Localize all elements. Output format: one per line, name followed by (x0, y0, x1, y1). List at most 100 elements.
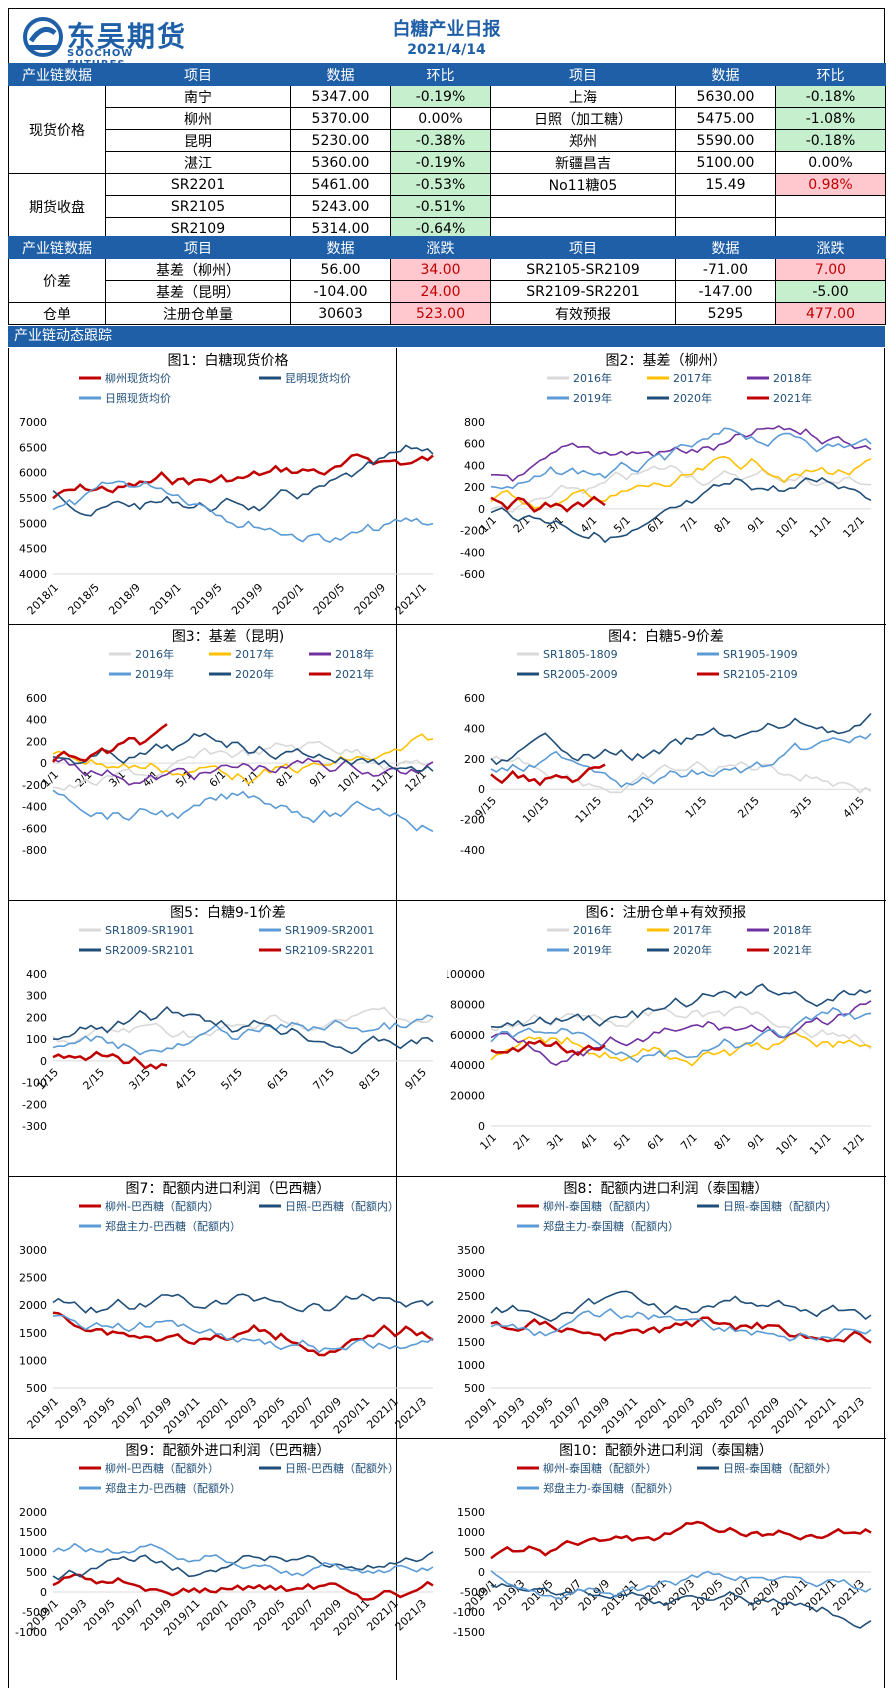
group-label: 期货收盘 (8, 173, 106, 240)
table-cell: 有效预报 (490, 302, 676, 325)
series-line (52, 740, 434, 791)
table-cell: SR2109-SR2201 (490, 280, 676, 303)
chart-canvas: 柳州-巴西糖（配额外） 日照-巴西糖（配额外） 郑盘主力-巴西糖（配额外） 2000 1… (15, 1461, 434, 1639)
x-tick-label: 1/15 (34, 1066, 61, 1093)
chart-title: 图9：配额外进口利润（巴西糖） (125, 1443, 331, 1459)
table-cell: 上海 (490, 85, 676, 108)
chart-panel: 图7：配额内进口利润（巴西糖） 柳州-巴西糖（配额内） 日照-巴西糖（配额内） 郑盘主… (9, 1176, 447, 1438)
legend-label: SR1805-1809 (543, 648, 618, 661)
x-tick-label: 3/15 (788, 794, 815, 821)
series-line (52, 723, 168, 763)
x-tick-label: 12/1 (840, 514, 867, 541)
chart-panel: 图2：基差（柳州） 2016年 2017年 2018年 2019年 2020年 2021年 8… (447, 348, 885, 624)
legend-label: 2016年 (573, 371, 612, 385)
y-tick-label: 3500 (457, 1244, 485, 1257)
y-tick-label: -1500 (453, 1626, 485, 1639)
x-tick-label: 2018/1 (25, 581, 62, 618)
price-table: 产业链数据 项目 数据 环比 项目 数据 环比 现货价格 南宁 5347.00 … (8, 63, 886, 240)
y-tick-label: 6500 (19, 441, 47, 454)
x-tick-label: 5/15 (218, 1066, 245, 1093)
x-tick-label: 2018/9 (106, 581, 143, 618)
legend-label: 日照-泰国糖（配额外） (723, 1461, 837, 1475)
legend-label: 2018年 (773, 371, 812, 385)
table-cell (775, 195, 886, 218)
legend-label: 昆明现货均价 (285, 371, 351, 385)
header-cell: 涨跌 (390, 236, 491, 259)
spread-table: 产业链数据 项目 数据 涨跌 项目 数据 涨跌 价差 基差（柳州） 56.00 … (8, 236, 886, 325)
chart-panel: 图8：配额内进口利润（泰国糖） 柳州-泰国糖（配额内） 日照-泰国糖（配额内） 郑盘主… (447, 1176, 885, 1438)
y-tick-label: 1500 (457, 1506, 485, 1519)
table-cell: 基差（昆明） (105, 280, 291, 303)
table-row: SR2105 5243.00 -0.51% (9, 195, 886, 218)
table-cell: 5230.00 (290, 129, 391, 152)
y-tick-label: 300 (26, 990, 47, 1003)
y-tick-label: 400 (464, 459, 485, 472)
legend-label: 2018年 (335, 647, 374, 661)
legend-label: 日照-巴西糖（配额内） (285, 1199, 399, 1213)
chart-canvas: 2016年 2017年 2018年 2019年 2020年 2021年 600 400 200 0… (22, 647, 434, 857)
table-row: 基差（昆明） -104.00 24.00 SR2109-SR2201 -147.… (9, 280, 886, 303)
y-tick-label: -800 (22, 844, 47, 857)
x-tick-label: 2/15 (735, 794, 762, 821)
legend-label: 2019年 (135, 667, 174, 681)
change-cell: -0.18% (775, 85, 886, 108)
series-line (52, 733, 434, 785)
table-cell: 5461.00 (290, 173, 391, 196)
y-tick-label: 1500 (19, 1327, 47, 1340)
y-tick-label: 200 (464, 481, 485, 494)
series-line (52, 1293, 434, 1314)
series-line (52, 480, 434, 544)
divider (9, 624, 886, 625)
series-line (52, 1006, 434, 1045)
change-cell: -0.19% (390, 85, 491, 108)
table-cell: 日照（加工糖） (490, 107, 676, 130)
y-tick-label: 4500 (19, 543, 47, 556)
table-cell: 5347.00 (290, 85, 391, 108)
x-tick-label: 12/1 (840, 1131, 867, 1158)
table-cell: 新疆昌吉 (490, 151, 676, 174)
change-cell: 0.00% (775, 151, 886, 174)
y-tick-label: 200 (26, 735, 47, 748)
y-tick-label: 0 (40, 757, 47, 770)
legend-label: 日照现货均价 (105, 391, 171, 405)
header-cell: 项目 (105, 63, 291, 86)
table-cell: 5475.00 (675, 107, 776, 130)
series-line (52, 757, 434, 786)
y-tick-label: 600 (464, 692, 485, 705)
legend-label: 2019年 (573, 391, 612, 405)
x-tick-label: 7/1 (678, 1131, 700, 1153)
header-cell: 数据 (675, 236, 776, 259)
legend-label: SR2009-SR2101 (105, 944, 194, 957)
x-tick-label: 11/1 (807, 514, 834, 541)
y-tick-label: 2000 (19, 1506, 47, 1519)
chart-canvas: 柳州-泰国糖（配额外） 日照-泰国糖（配额外） 郑盘主力-泰国糖（配额外） 1500 1… (453, 1461, 872, 1639)
series-line (490, 1307, 872, 1342)
legend-label: 2017年 (673, 923, 712, 937)
table-cell: 30603 (290, 302, 391, 325)
logo-text-cn: 东吴期货 (67, 20, 188, 53)
chart-title: 图1：白糖现货价格 (167, 353, 289, 369)
y-tick-label: -400 (460, 844, 485, 857)
table-row: 昆明 5230.00 -0.38% 郑州 5590.00 -0.18% (9, 129, 886, 152)
y-tick-label: 2500 (457, 1290, 485, 1303)
group-label: 仓单 (8, 302, 106, 325)
series-line (490, 1520, 872, 1560)
change-cell: -0.18% (775, 129, 886, 152)
series-line (490, 477, 872, 544)
legend-label: 2021年 (773, 943, 812, 957)
table-cell: 柳州 (105, 107, 291, 130)
table-row: 柳州 5370.00 0.00% 日照（加工糖） 5475.00 -1.08% (9, 107, 886, 130)
y-tick-label: 0 (478, 1566, 485, 1579)
y-tick-label: 80000 (450, 998, 485, 1011)
table-cell: 昆明 (105, 129, 291, 152)
legend-label: SR1809-SR1901 (105, 924, 194, 937)
series-line (490, 1005, 872, 1050)
series-line (490, 1583, 872, 1629)
legend-label: 郑盘主力-巴西糖（配额外） (105, 1481, 241, 1495)
table-row: 价差 基差（柳州） 56.00 34.00 SR2105-SR2109 -71.… (8, 258, 886, 303)
legend-label: 2017年 (673, 371, 712, 385)
series-line (490, 1031, 872, 1067)
chart-canvas: 柳州-巴西糖（配额内） 日照-巴西糖（配额内） 郑盘主力-巴西糖（配额内） 3000 2… (19, 1199, 434, 1436)
chart-title: 图2：基差（柳州） (605, 353, 727, 369)
logo-mark-icon (23, 17, 63, 57)
